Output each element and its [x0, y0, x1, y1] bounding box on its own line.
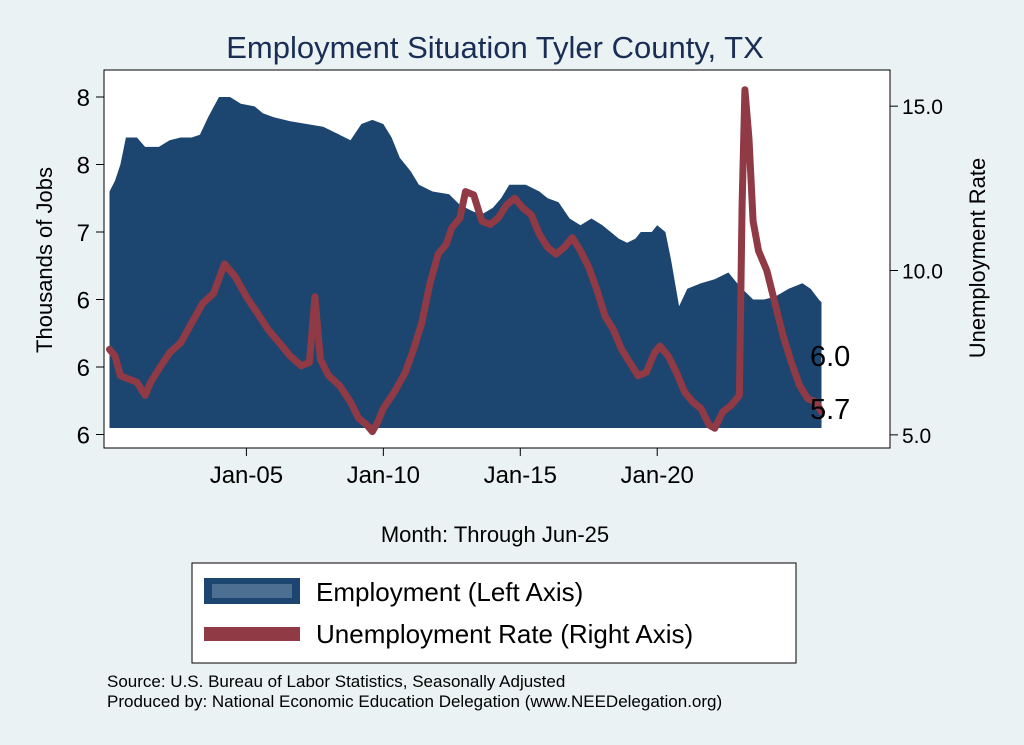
employment-area — [109, 97, 822, 428]
left-tick-label: 6 — [77, 423, 90, 450]
x-axis: Jan-05 Jan-10 Jan-15 Jan-20 — [210, 448, 694, 489]
legend-employment-swatch-inner — [212, 584, 292, 598]
legend-unemployment-swatch — [204, 627, 300, 641]
right-tick-label: 5.0 — [902, 425, 931, 448]
chart-title: Employment Situation Tyler County, TX — [226, 30, 764, 65]
x-axis-label: Month: Through Jun-25 — [381, 522, 609, 547]
right-axis: 5.0 10.0 15.0 — [890, 96, 943, 448]
source-note: Source: U.S. Bureau of Labor Statistics,… — [107, 672, 566, 691]
unemployment-line — [106, 86, 825, 436]
right-axis-label: Unemployment Rate — [965, 158, 990, 359]
employment-end-label: 6.0 — [810, 341, 850, 373]
x-tick-label: Jan-15 — [484, 462, 557, 489]
left-axis-label: Thousands of Jobs — [32, 167, 57, 353]
unemployment-end-label: 5.7 — [810, 394, 850, 426]
employment-area-layer — [109, 97, 822, 428]
left-tick-label: 8 — [77, 85, 90, 112]
legend: Employment (Left Axis) Unemployment Rate… — [191, 562, 797, 664]
legend-employment-label: Employment (Left Axis) — [316, 577, 583, 607]
unemployment-line-layer — [106, 86, 825, 436]
right-tick-label: 15.0 — [902, 96, 943, 119]
left-tick-label: 6 — [77, 355, 90, 382]
legend-unemployment-label: Unemployment Rate (Right Axis) — [316, 619, 693, 649]
left-tick-label: 6 — [77, 288, 90, 315]
left-tick-label: 8 — [77, 153, 90, 180]
right-tick-label: 10.0 — [902, 261, 943, 284]
left-tick-label: 7 — [77, 220, 90, 247]
left-axis: 6 6 6 7 8 8 — [77, 85, 104, 450]
x-tick-label: Jan-20 — [621, 462, 694, 489]
x-tick-label: Jan-10 — [347, 462, 420, 489]
produced-by-note: Produced by: National Economic Education… — [107, 692, 723, 711]
x-tick-label: Jan-05 — [210, 462, 283, 489]
